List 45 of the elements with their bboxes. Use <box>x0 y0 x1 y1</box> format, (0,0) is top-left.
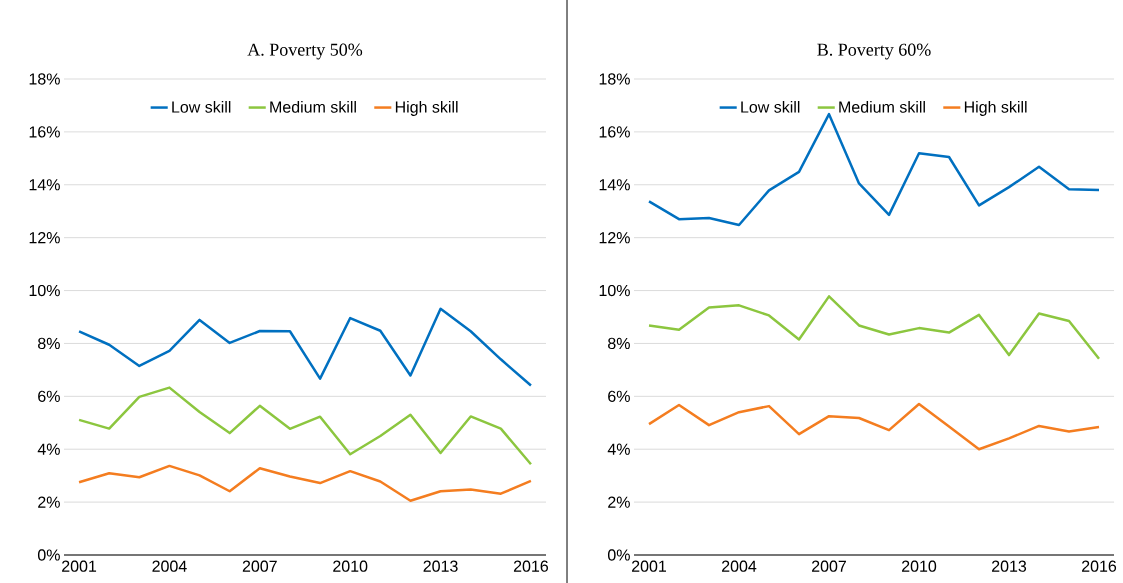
y-tick-label: 6% <box>38 390 60 402</box>
x-tick-label: 2007 <box>242 560 277 572</box>
y-tick-label: 10% <box>599 284 630 297</box>
y-tick-label: 16% <box>599 126 630 138</box>
y-tick-label: 0% <box>37 549 60 561</box>
legend-label: Low skill <box>172 101 231 113</box>
line-series <box>77 307 533 387</box>
legend-label: High skill <box>964 101 1027 116</box>
x-tick-label: 2004 <box>152 560 187 572</box>
x-tick-label: 2010 <box>902 560 937 572</box>
x-tick-label: 2004 <box>722 560 757 572</box>
line-series <box>647 295 1101 361</box>
legend-label: High skill <box>395 101 458 116</box>
y-tick-label: 4% <box>607 443 630 455</box>
y-tick-label: 4% <box>37 443 60 455</box>
y-tick-label: 14% <box>29 179 60 191</box>
x-tick-label: 2013 <box>423 560 458 572</box>
legend-label: Low skill <box>741 101 800 113</box>
y-tick-label: 12% <box>599 232 630 244</box>
y-tick-label: 18% <box>29 73 60 85</box>
x-tick-label: 2016 <box>513 560 549 572</box>
y-tick-label: 8% <box>38 337 60 350</box>
chart-title: A. Poverty 50% <box>247 43 363 60</box>
line-series <box>77 464 533 503</box>
y-tick-label: 2% <box>38 496 60 508</box>
x-tick-label: 2016 <box>1082 560 1117 572</box>
chart-title: B. Poverty 60% <box>817 43 931 60</box>
line-series <box>647 402 1101 451</box>
y-tick-label: 6% <box>608 390 630 402</box>
y-tick-label: 14% <box>599 179 630 191</box>
y-tick-label: 8% <box>608 337 630 350</box>
x-tick-label: 2010 <box>333 560 368 572</box>
x-tick-label: 2007 <box>812 560 846 572</box>
x-tick-label: 2001 <box>632 560 667 572</box>
legend-label: Medium skill <box>270 101 356 113</box>
y-tick-label: 18% <box>599 73 630 85</box>
y-tick-label: 10% <box>29 284 60 297</box>
legend-label: Medium skill <box>839 101 925 113</box>
y-tick-label: 16% <box>29 126 60 138</box>
y-tick-label: 0% <box>607 549 630 561</box>
y-tick-label: 2% <box>608 496 630 508</box>
line-series <box>77 386 533 466</box>
y-tick-label: 12% <box>29 232 60 244</box>
x-tick-label: 2001 <box>62 560 97 572</box>
x-tick-label: 2013 <box>992 560 1027 572</box>
